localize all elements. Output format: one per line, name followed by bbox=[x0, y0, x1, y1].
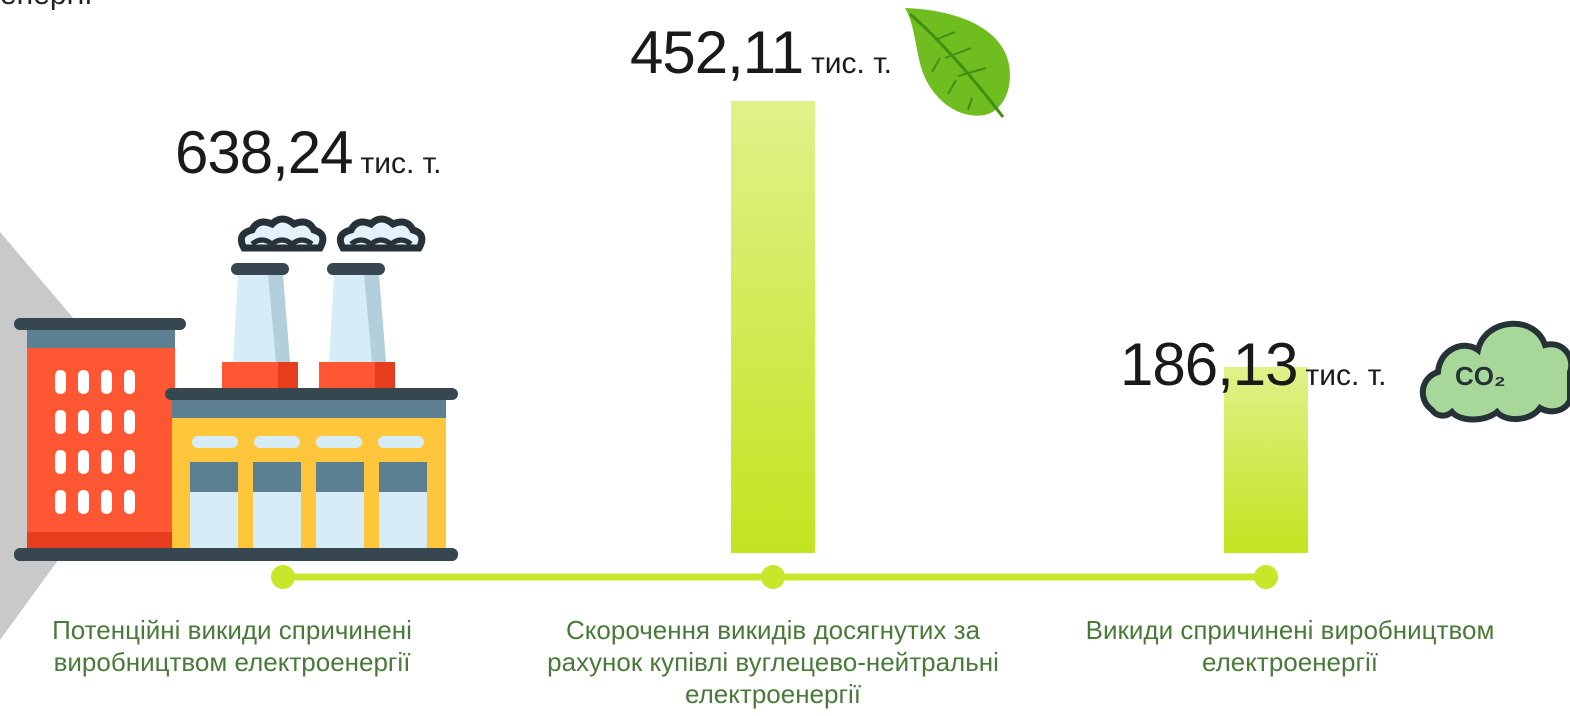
bar-emissions bbox=[1224, 366, 1308, 553]
factory-icon bbox=[14, 215, 458, 561]
value-number: 638,24 bbox=[175, 119, 354, 186]
value-unit: тис. т. bbox=[360, 147, 442, 180]
value-number: 186,13 bbox=[1120, 331, 1299, 398]
top-title-fragment: енергії bbox=[0, 0, 93, 12]
value-label-potential: 638,24 тис. т. bbox=[175, 118, 441, 187]
co2-cloud-icon: CO₂ bbox=[1420, 320, 1570, 423]
timeline-dot-1 bbox=[271, 565, 295, 589]
svg-text:CO₂: CO₂ bbox=[1455, 361, 1506, 391]
value-number: 452,11 bbox=[630, 19, 804, 86]
value-label-emissions: 186,13 тис. т. bbox=[1120, 330, 1386, 399]
value-unit: тис. т. bbox=[1305, 359, 1387, 392]
category-label-potential: Потенційні викиди спричинені виробництво… bbox=[52, 615, 412, 677]
leaf-icon bbox=[905, 8, 1010, 118]
value-label-reduction: 452,11 тис. т. bbox=[630, 18, 892, 87]
timeline-dot-3 bbox=[1254, 565, 1278, 589]
timeline-dot-2 bbox=[761, 565, 785, 589]
bar-reduction bbox=[731, 100, 815, 553]
category-label-reduction: Скорочення викидів досягнутих за рахунок… bbox=[547, 615, 999, 709]
category-label-emissions: Викиди спричинені виробництвом електроен… bbox=[1085, 615, 1495, 677]
value-unit: тис. т. bbox=[811, 47, 892, 80]
